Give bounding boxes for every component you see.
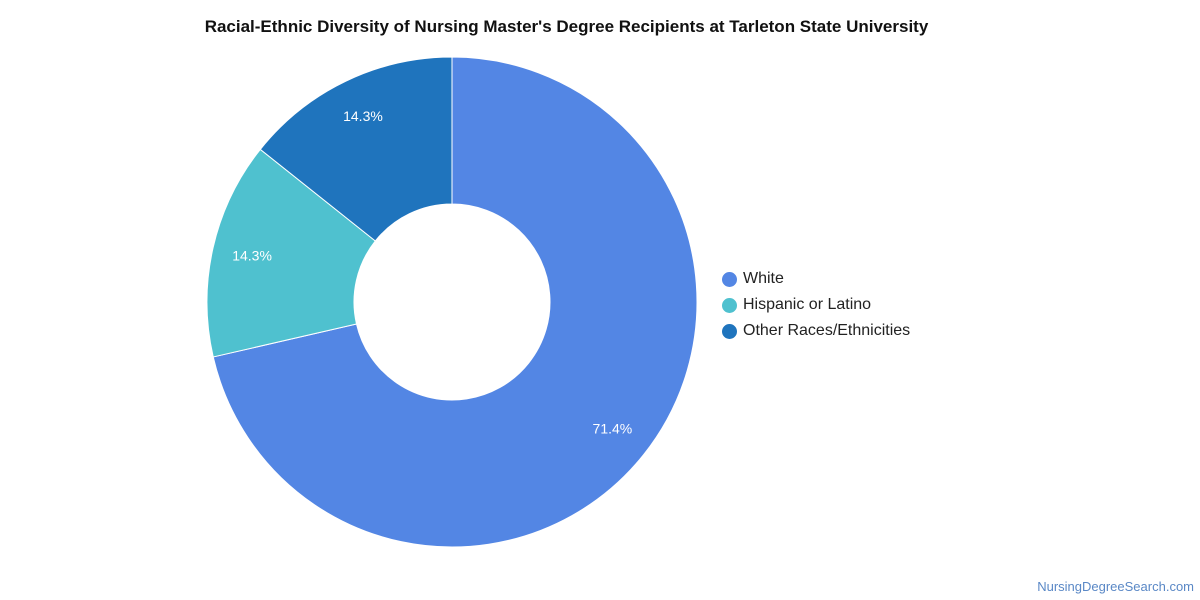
- slice-label-white: 71.4%: [593, 420, 633, 436]
- donut-slice-labels: 71.4% 14.3% 14.3%: [232, 108, 632, 436]
- donut-slice-white[interactable]: [212, 56, 698, 548]
- legend-item-other-races-ethnicities[interactable]: Other Races/Ethnicities: [722, 318, 910, 344]
- donut-slice-hispanic-or-latino[interactable]: [206, 148, 377, 358]
- legend-swatch-white: [722, 271, 737, 287]
- legend-label-white: White: [743, 270, 784, 287]
- legend-label-hispanic-or-latino: Hispanic or Latino: [743, 296, 872, 313]
- legend-item-hispanic-or-latino[interactable]: Hispanic or Latino: [722, 292, 910, 318]
- legend-swatch-other-races-ethnicities: [722, 323, 737, 339]
- legend-label-other-races-ethnicities: Other Races/Ethnicities: [743, 322, 911, 339]
- legend-item-white[interactable]: White: [722, 266, 910, 292]
- source-watermark[interactable]: NursingDegreeSearch.com: [1037, 579, 1194, 594]
- chart-legend: White Hispanic or Latino Other Races/Eth…: [722, 266, 910, 344]
- slice-label-hispanic-or-latino: 14.3%: [232, 247, 272, 263]
- chart-title: Racial-Ethnic Diversity of Nursing Maste…: [204, 17, 929, 36]
- legend-swatch-hispanic-or-latino: [722, 297, 737, 313]
- slice-label-other-races-ethnicities: 14.3%: [343, 108, 383, 124]
- donut-slice-other-races-ethnicities[interactable]: [259, 56, 453, 242]
- donut-slices: [206, 56, 698, 548]
